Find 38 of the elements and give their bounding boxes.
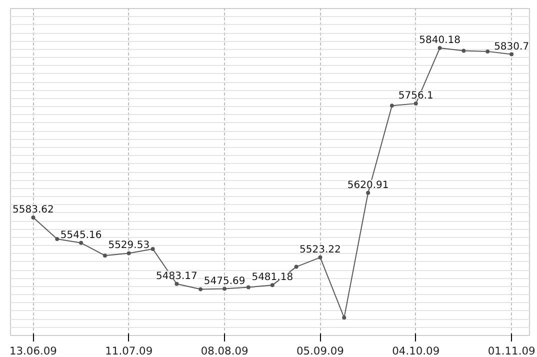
point [79, 240, 84, 245]
point [55, 237, 60, 242]
data-label: 5620.91 [347, 180, 389, 191]
point [414, 102, 418, 106]
x-tick-label: 13.06.09 [9, 344, 58, 357]
data-label: 5840.18 [419, 35, 460, 46]
x-tick-label: 04.10.09 [392, 344, 440, 357]
point [270, 283, 274, 288]
x-tick-label: 01.11.09 [488, 344, 536, 357]
data-label: 5483.17 [156, 270, 198, 282]
point [294, 264, 298, 269]
data-label: 5523.22 [300, 244, 341, 256]
x-tick-label: 08.08.09 [200, 344, 249, 357]
point [438, 46, 442, 50]
data-label: 5545.16 [60, 230, 102, 241]
point [31, 216, 36, 220]
point [366, 190, 370, 195]
point [126, 251, 131, 256]
point [486, 49, 490, 54]
point [198, 287, 203, 292]
point [462, 48, 466, 53]
data-label: 5583.62 [12, 204, 54, 216]
data-label: 5481.18 [252, 272, 294, 284]
point [102, 254, 107, 258]
point [390, 104, 394, 108]
x-tick-label: 11.07.09 [105, 344, 153, 357]
x-tick-label: 05.09.09 [296, 344, 344, 357]
data-label: 5830.7 [494, 41, 530, 52]
data-label: 5475.69 [204, 276, 246, 287]
point [150, 246, 155, 251]
point [318, 255, 322, 260]
point [222, 286, 227, 291]
data-label: 5756.1 [398, 90, 434, 102]
data-label: 5529.53 [108, 240, 150, 252]
point [174, 282, 179, 286]
point [246, 285, 250, 290]
point [510, 52, 514, 56]
point [342, 316, 346, 320]
